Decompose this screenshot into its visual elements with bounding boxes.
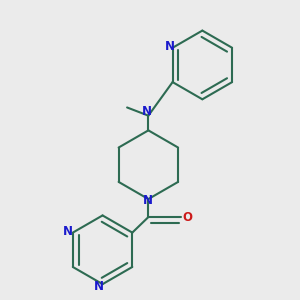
Text: N: N <box>142 105 152 118</box>
Text: N: N <box>63 225 73 238</box>
Text: O: O <box>182 211 192 224</box>
Text: N: N <box>165 40 175 52</box>
Text: N: N <box>143 194 153 207</box>
Text: N: N <box>94 280 104 293</box>
